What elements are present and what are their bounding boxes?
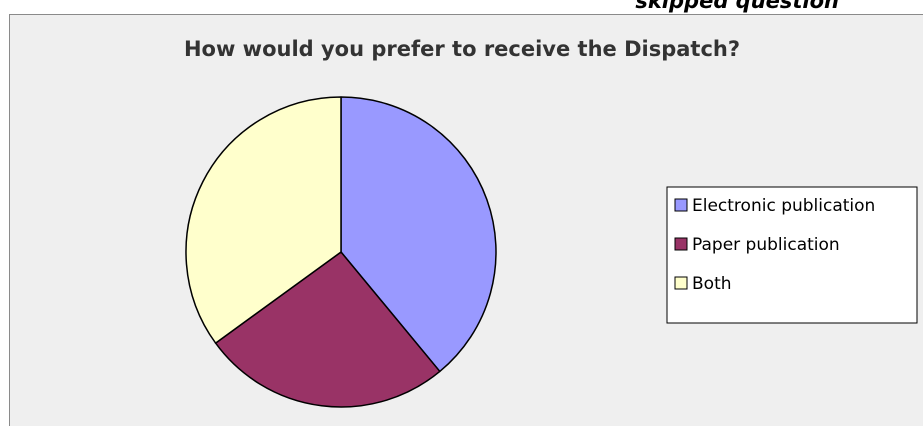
legend-electronic-publication-label: Electronic publication: [692, 196, 875, 216]
legend-electronic-publication-swatch: [674, 198, 688, 212]
chart-title: How would you prefer to receive the Disp…: [184, 37, 740, 61]
legend: Electronic publication Paper publication B…: [674, 196, 875, 294]
slice-paper-publication: [214, 251, 441, 408]
legend-paper-publication-swatch: [674, 237, 688, 251]
pie-chart: How would you prefer to receive the Disp…: [184, 37, 918, 408]
legend-paper-publication-label: Paper publication: [692, 235, 840, 255]
chart-area: How would you prefer to receive the Disp…: [9, 14, 923, 426]
pie-slices: [185, 96, 497, 408]
legend-both-label: Both: [692, 274, 732, 294]
skipped-question-caption: skipped question: [635, 0, 839, 13]
slice-both: [185, 96, 342, 344]
legend-both-swatch: [674, 276, 688, 290]
top-strip: skipped question: [0, 0, 923, 14]
legend-box: [666, 186, 918, 324]
slice-electronic-publication: [340, 96, 497, 373]
